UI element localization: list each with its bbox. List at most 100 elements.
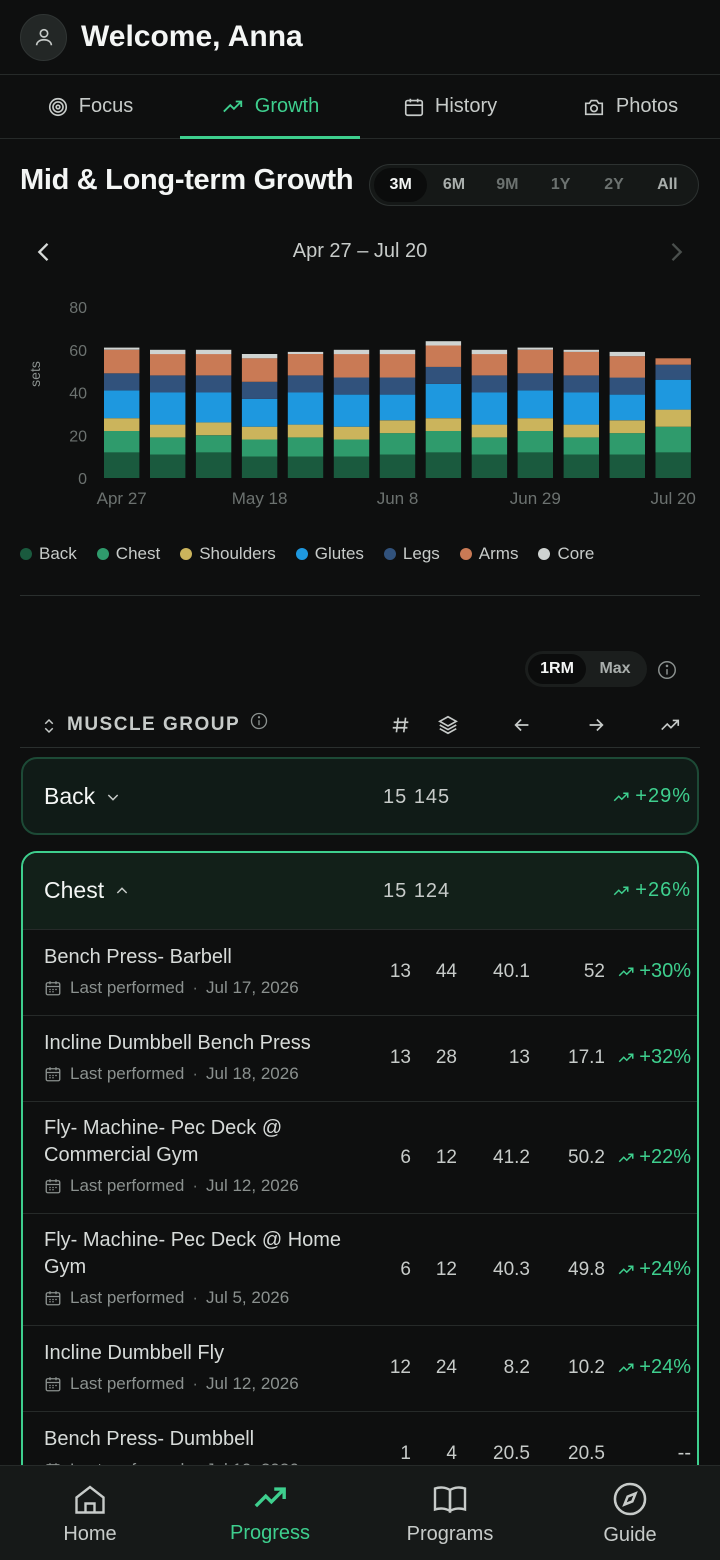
nav-label: Progress (229, 1521, 311, 1544)
bar-segment-shoulders (150, 424, 186, 438)
chevron-left-icon[interactable] (30, 238, 58, 266)
bar-segment-shoulders (471, 424, 508, 438)
bar-segment-shoulders (655, 409, 691, 427)
trending-up-icon (619, 1053, 634, 1062)
legend-swatch (180, 548, 193, 560)
legend-item[interactable]: Chest (96, 544, 161, 564)
bar-segment-core (563, 349, 599, 352)
muscle-group-card-back[interactable]: Back 15 145 +29% (21, 757, 699, 835)
exercise-trend: +32% (616, 1046, 691, 1069)
last-performed-label: Last performed (70, 978, 185, 997)
exercise-trend: +22% (616, 1146, 691, 1169)
range-3m[interactable]: 3M (374, 168, 428, 202)
bar-segment-arms (150, 354, 186, 376)
tab-history[interactable]: History (360, 75, 540, 138)
range-9m[interactable]: 9M (496, 176, 519, 193)
toggle-max[interactable]: Max (599, 660, 631, 677)
exercise-sets: 12 (435, 1259, 457, 1280)
range-all[interactable]: All (657, 176, 678, 193)
muscle-group-title[interactable]: MUSCLE GROUP (67, 714, 241, 735)
bar-segment-core (517, 347, 553, 350)
bar-segment-legs (655, 364, 691, 380)
legend-item[interactable]: Arms (459, 544, 518, 564)
bar-segment-glutes (609, 394, 645, 421)
exercise-name: Incline Dumbbell Bench Press (44, 1032, 311, 1054)
tab-growth[interactable]: Growth (180, 75, 360, 139)
legend-swatch (96, 548, 109, 560)
tab-label: History (434, 95, 498, 117)
info-icon[interactable] (249, 711, 269, 731)
exercise-row[interactable]: Fly- Machine- Pec Deck @ Home Gym Last p… (23, 1213, 697, 1325)
exercise-row[interactable]: Bench Press- Barbell Last performed · Ju… (23, 929, 697, 1015)
y-tick-label: 0 (78, 471, 87, 488)
legend-item[interactable]: Core (538, 544, 594, 564)
group-name: Back (44, 783, 121, 810)
exercise-sets: 28 (435, 1047, 457, 1068)
home-icon (75, 1484, 105, 1514)
range-1y[interactable]: 1Y (550, 176, 571, 193)
chevron-right-icon[interactable] (662, 238, 690, 266)
nav-programs[interactable]: Programs (360, 1466, 540, 1560)
bar-segment-chest (195, 435, 232, 453)
group-sets: 145 (413, 786, 451, 808)
bar-segment-shoulders (241, 426, 278, 440)
last-performed-date: Jul 12, 2026 (206, 1374, 299, 1393)
exercise-sets: 24 (435, 1357, 457, 1378)
avatar[interactable] (20, 13, 67, 61)
arrow-right-icon[interactable] (585, 714, 607, 736)
legend-label: Glutes (314, 544, 364, 563)
range-6m[interactable]: 6M (442, 176, 466, 193)
dot-separator: · (192, 1176, 199, 1195)
exercise-last-performed: Last performed · Jul 12, 2026 (44, 1374, 299, 1394)
nav-home[interactable]: Home (0, 1466, 180, 1560)
chevron-up-icon[interactable] (114, 883, 130, 899)
bar-segment-legs (425, 366, 462, 384)
legend-label: Chest (115, 544, 161, 563)
tab-photos[interactable]: Photos (540, 75, 720, 138)
bar-segment-chest (333, 439, 370, 457)
bar-segment-back (655, 452, 691, 478)
toggle-1rm[interactable]: 1RM (528, 654, 586, 684)
trending-up-icon (254, 1486, 286, 1507)
legend-item[interactable]: Back (20, 544, 77, 564)
exercise-name: Bench Press- Dumbbell (44, 1428, 255, 1450)
trending-up-icon (614, 886, 629, 895)
app-header: Welcome, Anna (0, 0, 720, 75)
exercise-last-performed: Last performed · Jul 17, 2026 (44, 978, 299, 998)
exercise-row[interactable]: Incline Dumbbell Bench Press Last perfor… (23, 1015, 697, 1101)
nav-guide[interactable]: Guide (540, 1466, 720, 1560)
range-2y[interactable]: 2Y (604, 176, 624, 193)
trending-up-icon (619, 1153, 634, 1162)
legend-label: Back (39, 544, 77, 563)
bar-segment-back (195, 452, 232, 478)
bar-segment-core (150, 349, 186, 355)
exercise-row[interactable]: Fly- Machine- Pec Deck @ Commercial Gym … (23, 1101, 697, 1213)
legend-item[interactable]: Legs (383, 544, 440, 564)
tab-label: Photos (615, 95, 679, 117)
exercise-row[interactable]: Incline Dumbbell Fly Last performed · Ju… (23, 1325, 697, 1411)
dot-separator: · (192, 1064, 199, 1083)
trending-up-icon (619, 1265, 634, 1274)
bar-segment-glutes (425, 383, 462, 419)
legend-swatch (538, 548, 551, 560)
bar-segment-shoulders (287, 424, 324, 438)
exercise-trend: +24% (616, 1356, 691, 1379)
target-icon (48, 97, 67, 116)
bar-segment-arms (609, 356, 645, 378)
nav-progress[interactable]: Progress (180, 1466, 360, 1560)
tab-focus[interactable]: Focus (0, 75, 180, 138)
chevron-down-icon[interactable] (105, 789, 121, 805)
metric-toggle: 1RM Max (525, 651, 647, 687)
hash-icon[interactable] (390, 714, 412, 736)
bar-segment-arms (379, 354, 416, 378)
arrow-left-icon[interactable] (511, 714, 533, 736)
muscle-group-card-chest[interactable]: Chest 15 124 +26% Bench Press- Barbell L… (21, 851, 699, 1560)
legend-item[interactable]: Glutes (295, 544, 364, 564)
bar-segment-back (471, 454, 508, 478)
trending-up-icon[interactable] (659, 714, 681, 736)
info-icon[interactable] (656, 659, 678, 681)
layers-icon[interactable] (437, 714, 459, 736)
sort-icon[interactable] (40, 716, 58, 736)
legend-item[interactable]: Shoulders (180, 544, 276, 564)
group-trend: +29% (611, 785, 691, 808)
